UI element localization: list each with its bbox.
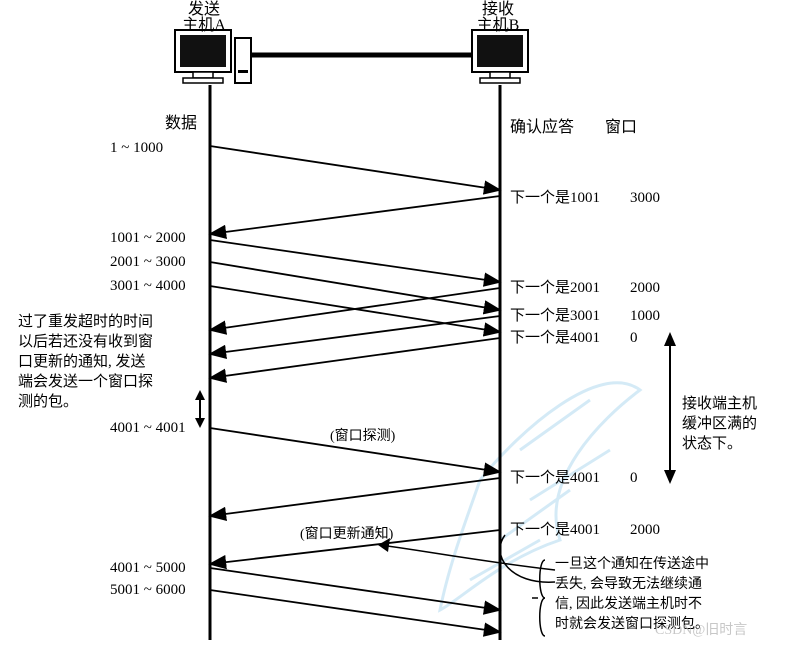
flow-arrow-6 <box>210 316 500 354</box>
right-note1-line-2: 状态下。 <box>682 435 742 452</box>
host-a-label1: 发送 <box>188 0 220 18</box>
ack-label-3: 下一个是4001 <box>510 329 600 346</box>
win-label-1: 2000 <box>630 280 660 296</box>
data-range-2: 2001 ~ 3000 <box>110 254 186 270</box>
flow-arrow-12 <box>210 590 500 632</box>
flow-arrow-3 <box>210 262 500 310</box>
win-label-3: 0 <box>630 330 638 346</box>
flow-arrow-9 <box>210 478 500 516</box>
data-range-5: 4001 ~ 5000 <box>110 560 186 576</box>
tcp-flow-diagram: 发送 主机A 接收 主机B 数据 确认应答 窗口 1 ~ 1000 1001 ~ … <box>0 0 803 655</box>
flow-arrow-2 <box>210 240 500 282</box>
note2-brace <box>532 560 545 636</box>
mid-label-1: (窗口更新通知) <box>300 525 394 542</box>
right-note2-line-1: 丢失, 会导致无法继续通 <box>555 575 702 592</box>
host-b-icon <box>472 30 528 83</box>
right-note-lost: 一旦这个通知在传送途中丢失, 会导致无法继续通信, 因此发送端主机时不时就会发送… <box>555 555 709 632</box>
right-note-buffer: 接收端主机缓冲区满的状态下。 <box>682 395 757 452</box>
data-range-6: 5001 ~ 6000 <box>110 582 186 598</box>
flow-arrow-7 <box>210 338 500 378</box>
right-note2-line-2: 信, 因此发送端主机时不 <box>555 596 702 612</box>
ack-label-5: 下一个是4001 <box>510 521 600 538</box>
host-a-label2: 主机A <box>182 16 226 34</box>
header-window: 窗口 <box>605 118 637 136</box>
win-label-2: 1000 <box>630 308 660 324</box>
arrows-group <box>210 146 500 632</box>
ack-label-2: 下一个是3001 <box>510 307 600 324</box>
left-note-line-4: 测的包。 <box>18 393 78 410</box>
data-range-0: 1 ~ 1000 <box>110 140 163 156</box>
watermark-text: CSDN@旧时言 <box>655 622 747 638</box>
win-label-4: 0 <box>630 470 638 486</box>
mid-label-0: (窗口探测) <box>330 427 396 444</box>
host-b-label2: 主机B <box>477 16 520 34</box>
win-label-0: 3000 <box>630 190 660 206</box>
data-range-4: 4001 ~ 4001 <box>110 420 186 436</box>
left-note-line-1: 以后若还没有收到窗 <box>18 332 153 350</box>
header-data: 数据 <box>165 114 197 132</box>
flow-arrow-1 <box>210 196 500 234</box>
left-note-line-3: 端会发送一个窗口探 <box>18 372 153 390</box>
ack-label-0: 下一个是1001 <box>510 189 600 206</box>
flow-arrow-5 <box>210 288 500 330</box>
header-ack: 确认应答 <box>510 117 574 136</box>
data-range-3: 3001 ~ 4000 <box>110 278 186 294</box>
ack-label-4: 下一个是4001 <box>510 469 600 486</box>
right-note1-line-0: 接收端主机 <box>682 395 757 412</box>
win-label-5: 2000 <box>630 522 660 538</box>
flow-arrow-0 <box>210 146 500 190</box>
left-note-line-0: 过了重发超时的时间 <box>18 313 153 330</box>
right-note1-line-1: 缓冲区满的 <box>682 415 757 432</box>
left-note: 过了重发超时的时间以后若还没有收到窗口更新的通知, 发送端会发送一个窗口探测的包… <box>18 313 153 410</box>
ack-label-1: 下一个是2001 <box>510 279 600 296</box>
flow-arrow-11 <box>210 568 500 610</box>
left-note-line-2: 口更新的通知, 发送 <box>18 353 146 370</box>
host-b-label1: 接收 <box>482 0 514 18</box>
right-ack-group: 下一个是1001 3000 下一个是2001 2000 下一个是3001 1000 下一个是… <box>510 189 660 538</box>
right-note2-line-0: 一旦这个通知在传送途中 <box>555 555 709 572</box>
host-a-icon <box>175 30 251 83</box>
data-range-1: 1001 ~ 2000 <box>110 230 186 246</box>
note2-pointer <box>380 545 555 570</box>
